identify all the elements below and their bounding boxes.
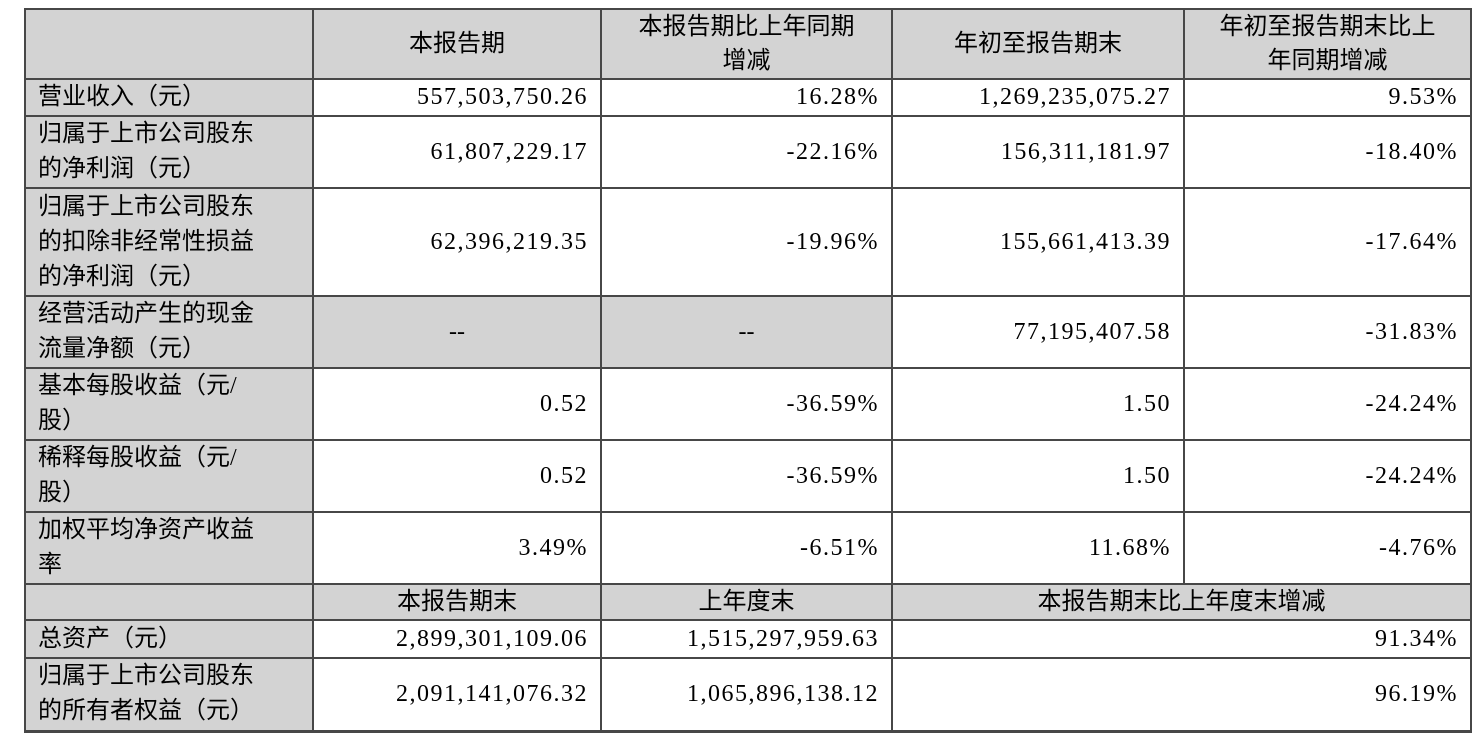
cell-equity-end: 2,091,141,076.32 xyxy=(312,657,602,732)
row-label-net-profit-excl-nonrecurring: 归属于上市公司股东 的扣除非经常性损益 的净利润（元） xyxy=(24,187,314,297)
header-corner-cell xyxy=(24,8,314,80)
key-financials-table: 本报告期 本报告期比上年同期 增减 年初至报告期末 年初至报告期末比上 年同期增… xyxy=(24,8,1472,733)
cell-roe-ytd: 11.68% xyxy=(891,511,1185,585)
table-row-operating-cash-flow: 经营活动产生的现金 流量净额（元） -- -- 77,195,407.58 -3… xyxy=(24,295,1472,369)
row-label-equity: 归属于上市公司股东 的所有者权益（元） xyxy=(24,657,314,732)
cell-total-assets-end: 2,899,301,109.06 xyxy=(312,619,602,659)
cell-equity-change: 96.19% xyxy=(891,657,1472,732)
cell-net-profit-current: 61,807,229.17 xyxy=(312,115,602,189)
table-row-weighted-avg-roe: 加权平均净资产收益 率 3.49% -6.51% 11.68% -4.76% xyxy=(24,511,1472,585)
cell-revenue-yoy: 16.28% xyxy=(600,78,893,117)
header-row: 本报告期 本报告期比上年同期 增减 年初至报告期末 年初至报告期末比上 年同期增… xyxy=(24,8,1472,80)
cell-cash-flow-ytd: 77,195,407.58 xyxy=(891,295,1185,369)
cell-roe-current: 3.49% xyxy=(312,511,602,585)
table-row-net-profit: 归属于上市公司股东 的净利润（元） 61,807,229.17 -22.16% … xyxy=(24,115,1472,189)
cell-excl-nonrecurring-ytd-yoy: -17.64% xyxy=(1183,187,1472,297)
row-label-weighted-avg-roe: 加权平均净资产收益 率 xyxy=(24,511,314,585)
table-row-total-assets: 总资产（元） 2,899,301,109.06 1,515,297,959.63… xyxy=(24,619,1472,659)
cell-basic-eps-ytd-yoy: -24.24% xyxy=(1183,367,1472,441)
row-label-basic-eps: 基本每股收益（元/ 股） xyxy=(24,367,314,441)
subheader-corner-cell xyxy=(24,583,314,621)
table-row-equity: 归属于上市公司股东 的所有者权益（元） 2,091,141,076.32 1,0… xyxy=(24,657,1472,732)
cell-revenue-ytd-yoy: 9.53% xyxy=(1183,78,1472,117)
table-row-basic-eps: 基本每股收益（元/ 股） 0.52 -36.59% 1.50 -24.24% xyxy=(24,367,1472,441)
cell-roe-ytd-yoy: -4.76% xyxy=(1183,511,1472,585)
table-row-diluted-eps: 稀释每股收益（元/ 股） 0.52 -36.59% 1.50 -24.24% xyxy=(24,439,1472,513)
table-row-revenue: 营业收入（元） 557,503,750.26 16.28% 1,269,235,… xyxy=(24,78,1472,117)
cell-equity-prior: 1,065,896,138.12 xyxy=(600,657,893,732)
cell-diluted-eps-ytd-yoy: -24.24% xyxy=(1183,439,1472,513)
cell-diluted-eps-current: 0.52 xyxy=(312,439,602,513)
cell-total-assets-change: 91.34% xyxy=(891,619,1472,659)
cell-roe-yoy: -6.51% xyxy=(600,511,893,585)
cell-excl-nonrecurring-yoy: -19.96% xyxy=(600,187,893,297)
header-current-period: 本报告期 xyxy=(312,8,602,80)
cell-cash-flow-ytd-yoy: -31.83% xyxy=(1183,295,1472,369)
cell-total-assets-prior: 1,515,297,959.63 xyxy=(600,619,893,659)
header-ytd-yoy: 年初至报告期末比上 年同期增减 xyxy=(1183,8,1472,80)
subheader-row: 本报告期末 上年度末 本报告期末比上年度末增减 xyxy=(24,583,1472,621)
cell-cash-flow-yoy: -- xyxy=(600,295,893,369)
cell-revenue-current: 557,503,750.26 xyxy=(312,78,602,117)
cell-cash-flow-current: -- xyxy=(312,295,602,369)
row-label-operating-cash-flow: 经营活动产生的现金 流量净额（元） xyxy=(24,295,314,369)
subheader-end-of-period: 本报告期末 xyxy=(312,583,602,621)
cell-net-profit-ytd-yoy: -18.40% xyxy=(1183,115,1472,189)
cell-basic-eps-ytd: 1.50 xyxy=(891,367,1185,441)
header-ytd: 年初至报告期末 xyxy=(891,8,1185,80)
header-current-period-yoy: 本报告期比上年同期 增减 xyxy=(600,8,893,80)
cell-excl-nonrecurring-ytd: 155,661,413.39 xyxy=(891,187,1185,297)
cell-excl-nonrecurring-current: 62,396,219.35 xyxy=(312,187,602,297)
cell-diluted-eps-ytd: 1.50 xyxy=(891,439,1185,513)
cell-revenue-ytd: 1,269,235,075.27 xyxy=(891,78,1185,117)
row-label-net-profit: 归属于上市公司股东 的净利润（元） xyxy=(24,115,314,189)
subheader-period-vs-prior-year-change: 本报告期末比上年度末增减 xyxy=(891,583,1472,621)
table-row-net-profit-excl-nonrecurring: 归属于上市公司股东 的扣除非经常性损益 的净利润（元） 62,396,219.3… xyxy=(24,187,1472,297)
row-label-total-assets: 总资产（元） xyxy=(24,619,314,659)
cell-diluted-eps-yoy: -36.59% xyxy=(600,439,893,513)
cell-net-profit-yoy: -22.16% xyxy=(600,115,893,189)
cell-net-profit-ytd: 156,311,181.97 xyxy=(891,115,1185,189)
cell-basic-eps-yoy: -36.59% xyxy=(600,367,893,441)
row-label-revenue: 营业收入（元） xyxy=(24,78,314,117)
row-label-diluted-eps: 稀释每股收益（元/ 股） xyxy=(24,439,314,513)
subheader-end-of-prior-year: 上年度末 xyxy=(600,583,893,621)
cell-basic-eps-current: 0.52 xyxy=(312,367,602,441)
